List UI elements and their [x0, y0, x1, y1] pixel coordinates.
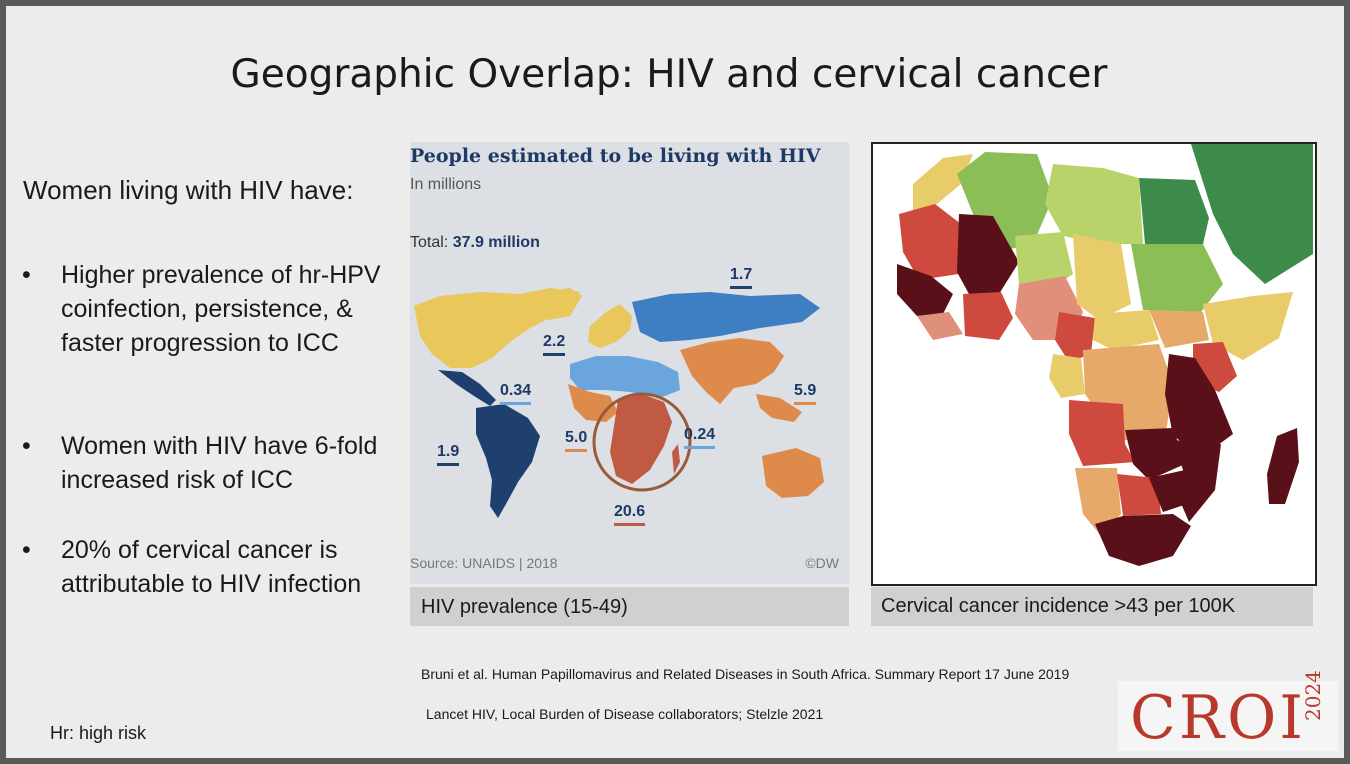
greenland-region	[530, 288, 582, 320]
sudan-region	[1131, 244, 1223, 312]
zimbabwe-region	[1149, 470, 1187, 512]
bullet-text: Higher prevalence of hr-HPV coinfection,…	[61, 261, 381, 357]
east-southern-africa-region	[610, 394, 672, 484]
senegal-region	[897, 264, 953, 316]
cervical-cancer-caption-bar: Cervical cancer incidence >43 per 100K	[871, 587, 1313, 626]
europe-region	[588, 304, 632, 348]
angola-region	[1069, 400, 1135, 466]
footnote: Hr: high risk	[50, 723, 147, 743]
croi-logo-year: 2024	[1301, 670, 1325, 721]
croi-logo-word: CROI	[1130, 683, 1306, 753]
namibia-region	[1075, 468, 1121, 536]
region-value: 20.6	[614, 503, 646, 526]
region-value: 1.9	[437, 443, 460, 466]
region-value: 1.7	[730, 266, 753, 289]
bullet-text: Women with HIV have 6-fold increased ris…	[61, 432, 378, 494]
central-america-region	[438, 370, 496, 406]
car-region	[1093, 310, 1159, 350]
egypt-region	[1139, 178, 1209, 244]
hiv-map-credit: ©DW	[805, 555, 839, 571]
reference-1: Bruni et al. Human Papillomavirus and Re…	[421, 666, 1070, 682]
south-america-region	[476, 404, 540, 518]
south-sudan-region	[1149, 310, 1209, 348]
region-value: 2.2	[543, 333, 566, 356]
reference-2: Lancet HIV, Local Burden of Disease coll…	[426, 706, 824, 722]
africa-highlight-circle	[592, 392, 692, 492]
hiv-map-caption: HIV prevalence (15-49)	[421, 596, 628, 618]
ethiopia-region	[1203, 292, 1293, 360]
region-value: 0.34	[500, 382, 532, 405]
south-africa-region	[1095, 514, 1191, 566]
botswana-region	[1117, 474, 1161, 516]
total-label: Total:	[410, 234, 449, 251]
slide-title: Geographic Overlap: HIV and cervical can…	[230, 52, 1108, 97]
africa-map	[897, 144, 1313, 566]
north-africa-region	[570, 356, 680, 398]
morocco-region	[913, 154, 973, 212]
algeria-region	[957, 152, 1053, 252]
region-value: 0.24	[684, 426, 716, 449]
middle-east-region	[1191, 144, 1313, 284]
bullet-marker: •	[22, 261, 31, 289]
gabon-region	[1049, 354, 1085, 398]
hiv-map-source: Source: UNAIDS | 2018	[410, 555, 558, 571]
total-value: 37.9 million	[452, 234, 540, 251]
australia-region	[762, 448, 824, 498]
hiv-map-caption-bar: HIV prevalence (15-49)	[410, 587, 849, 626]
uganda-tanzania-region	[1165, 354, 1233, 456]
bullet-marker: •	[22, 536, 31, 564]
hiv-map-subtitle: In millions	[410, 176, 482, 193]
eastern-europe-region	[632, 292, 820, 342]
coast-region	[963, 292, 1013, 340]
zambia-region	[1125, 428, 1185, 480]
cameroon-region	[1055, 312, 1095, 362]
region-value: 5.9	[794, 382, 817, 405]
madagascar-region	[1267, 428, 1299, 504]
hiv-map-panel: People estimated to be living with HIV I…	[410, 142, 849, 584]
croi-logo: CROI 2024	[1118, 670, 1338, 753]
world-map	[414, 288, 824, 518]
cervical-cancer-caption: Cervical cancer incidence >43 per 100K	[881, 595, 1236, 617]
madagascar-region	[672, 444, 680, 474]
mali-region	[957, 214, 1019, 294]
intro-text: Women living with HIV have:	[23, 175, 354, 205]
hiv-map-total: Total: 37.9 million	[410, 234, 540, 252]
guinea-region	[917, 312, 963, 340]
asia-region	[680, 338, 784, 404]
cervical-cancer-map-panel	[871, 142, 1317, 586]
mauritania-region	[899, 204, 961, 280]
chad-region	[1073, 234, 1131, 320]
region-value: 5.0	[565, 429, 588, 452]
hiv-map-title: People estimated to be living with HIV	[410, 145, 821, 167]
libya-region	[1045, 164, 1143, 244]
southeast-asia-region	[756, 394, 802, 422]
bullet-marker: •	[22, 432, 31, 460]
bullet-text: 20% of cervical cancer is attributable t…	[61, 536, 362, 598]
